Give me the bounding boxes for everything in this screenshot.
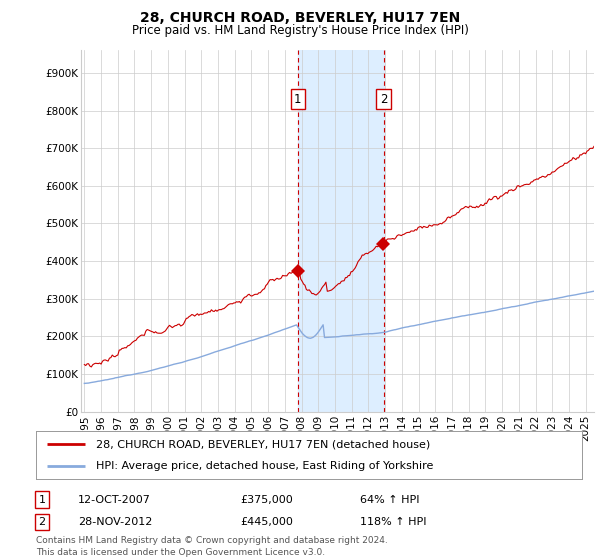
Text: 64% ↑ HPI: 64% ↑ HPI [360,494,419,505]
Text: 12-OCT-2007: 12-OCT-2007 [78,494,151,505]
Text: 1: 1 [38,494,46,505]
Text: £445,000: £445,000 [240,517,293,527]
Text: 28, CHURCH ROAD, BEVERLEY, HU17 7EN (detached house): 28, CHURCH ROAD, BEVERLEY, HU17 7EN (det… [96,439,430,449]
Text: £375,000: £375,000 [240,494,293,505]
Text: Contains HM Land Registry data © Crown copyright and database right 2024.
This d: Contains HM Land Registry data © Crown c… [36,536,388,557]
Text: 2: 2 [380,93,388,106]
Text: Price paid vs. HM Land Registry's House Price Index (HPI): Price paid vs. HM Land Registry's House … [131,24,469,36]
Text: 28, CHURCH ROAD, BEVERLEY, HU17 7EN: 28, CHURCH ROAD, BEVERLEY, HU17 7EN [140,11,460,25]
Text: 28-NOV-2012: 28-NOV-2012 [78,517,152,527]
Text: 2: 2 [38,517,46,527]
Text: 118% ↑ HPI: 118% ↑ HPI [360,517,427,527]
Bar [298,50,384,412]
Text: 1: 1 [294,93,302,106]
Text: HPI: Average price, detached house, East Riding of Yorkshire: HPI: Average price, detached house, East… [96,461,433,471]
